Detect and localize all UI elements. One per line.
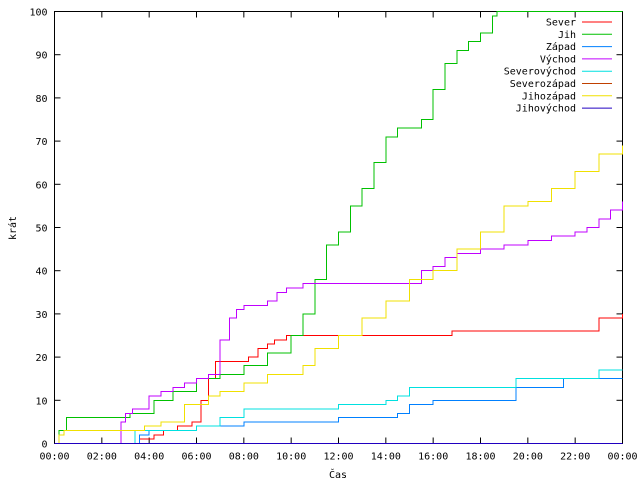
legend-label-zapad: Západ xyxy=(546,41,576,53)
series-line-zapad xyxy=(54,378,623,444)
y-tick-label: 10 xyxy=(35,396,47,407)
y-tick-label: 50 xyxy=(35,224,47,235)
y-tick-label: 60 xyxy=(35,180,47,191)
x-tick-label: 20:00 xyxy=(513,452,543,463)
legend-label-sever: Sever xyxy=(546,18,576,29)
legend-label-jih: Jih xyxy=(558,30,576,41)
x-tick-label: 08:00 xyxy=(229,452,259,463)
y-axis-label: krát xyxy=(7,216,19,240)
series-lines xyxy=(54,11,623,444)
series-line-jihozapad xyxy=(54,145,623,444)
legend-label-severozapad: Severozápad xyxy=(510,78,576,90)
y-tick-label: 0 xyxy=(41,440,47,451)
x-tick-label: 12:00 xyxy=(323,452,353,463)
legend-label-jihovychod: Jihovýchod xyxy=(516,103,576,115)
y-tick-label: 70 xyxy=(35,137,47,148)
legend-label-vychod: Východ xyxy=(540,53,576,65)
legend-label-severovychod: Severovýchod xyxy=(504,66,576,78)
x-tick-label: 06:00 xyxy=(181,452,211,463)
x-axis-label: Čas xyxy=(329,468,347,480)
series-line-vychod xyxy=(54,201,623,444)
x-tick-label: 04:00 xyxy=(134,452,164,463)
y-tick-label: 90 xyxy=(35,51,47,62)
legend-label-jihozapad: Jihozápad xyxy=(522,90,576,102)
legend: SeverJihZápadVýchodSeverovýchodSeverozáp… xyxy=(504,18,612,115)
y-tick-label: 100 xyxy=(29,8,47,19)
x-axis: 00:00 02:00 04:00 06:00 08:00 10:00 12:00 14:00… xyxy=(39,11,638,463)
x-tick-label: 22:00 xyxy=(560,452,590,463)
x-tick-label: 18:00 xyxy=(465,452,495,463)
x-tick-label: 00:00 xyxy=(39,452,69,463)
x-tick-label: 14:00 xyxy=(371,452,401,463)
series-line-jih xyxy=(54,11,623,444)
y-tick-label: 20 xyxy=(35,353,47,364)
y-tick-label: 40 xyxy=(35,267,47,278)
x-tick-label: 10:00 xyxy=(276,452,306,463)
series-line-severovychod xyxy=(54,369,623,444)
x-tick-label: 00:00 xyxy=(607,452,637,463)
x-tick-label: 16:00 xyxy=(418,452,448,463)
y-tick-label: 80 xyxy=(35,94,47,105)
y-axis: 0 10 20 30 40 50 60 70 80 90 100 xyxy=(29,8,623,451)
x-tick-label: 02:00 xyxy=(87,452,117,463)
y-tick-label: 30 xyxy=(35,310,47,321)
